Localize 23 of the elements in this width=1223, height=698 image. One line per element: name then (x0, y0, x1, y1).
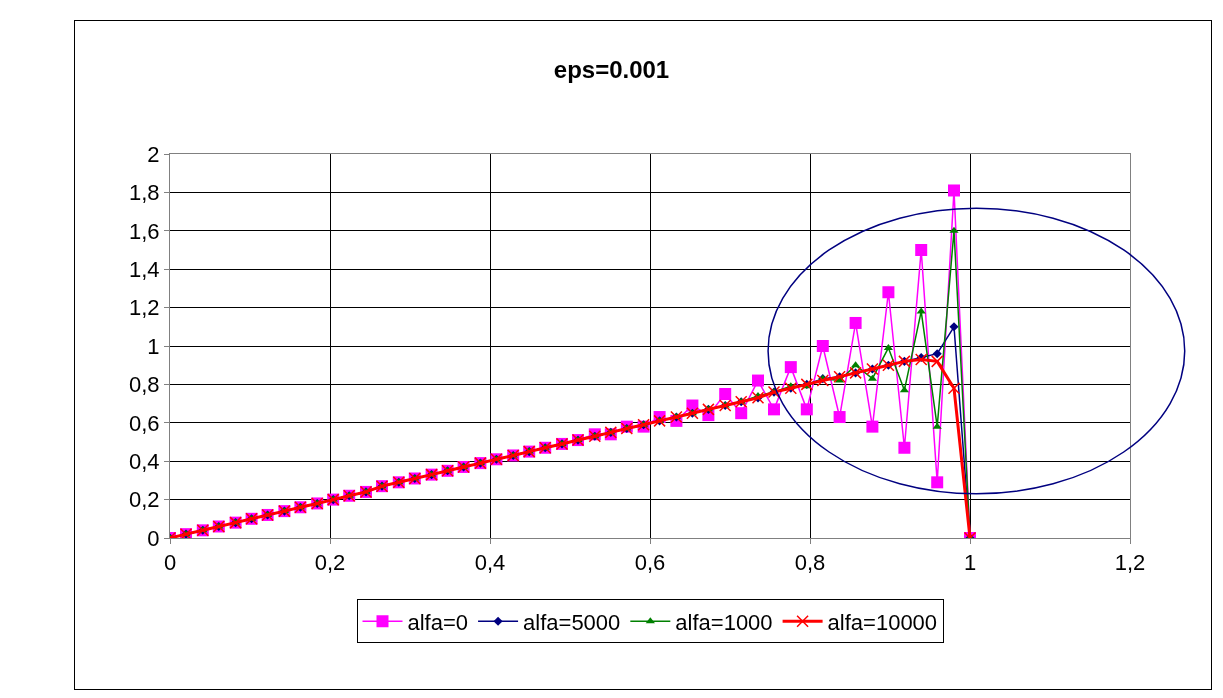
y-tick-label: 1,4 (129, 256, 160, 282)
legend-label: alfa=0 (407, 609, 469, 635)
x-tick-label: 0 (163, 550, 177, 576)
x-tick-label: 1,2 (1114, 550, 1146, 576)
y-tick-label: 0,8 (129, 372, 160, 398)
x-tick-label: 0,8 (794, 550, 826, 576)
legend-label: alfa=1000 (675, 609, 773, 635)
y-tick-label: 2 (147, 141, 160, 167)
y-tick-label: 0 (147, 525, 160, 551)
chart-title: eps=0.001 (553, 56, 670, 84)
y-tick-label: 1 (147, 333, 160, 359)
y-tick-label: 0,4 (129, 448, 160, 474)
y-tick-label: 0,6 (129, 410, 160, 436)
legend-label: alfa=10000 (827, 609, 938, 635)
legend-label: alfa=5000 (523, 609, 621, 635)
y-tick-label: 1,6 (129, 218, 160, 244)
y-tick-label: 1,8 (129, 180, 160, 206)
x-tick-label: 0,4 (474, 550, 506, 576)
x-tick-label: 1 (963, 550, 977, 576)
y-tick-label: 1,2 (129, 295, 160, 321)
y-tick-label: 0,2 (129, 487, 160, 513)
x-tick-label: 0,6 (634, 550, 666, 576)
x-tick-label: 0,2 (314, 550, 346, 576)
